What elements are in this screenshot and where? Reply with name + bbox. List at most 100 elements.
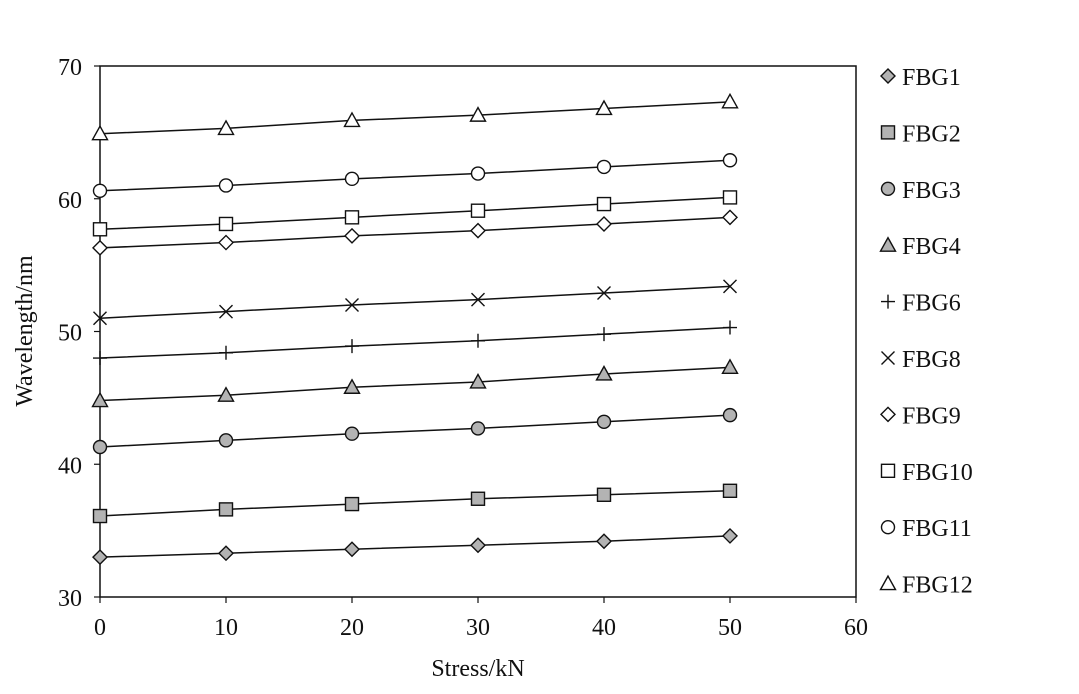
legend-item: FBG6 — [881, 291, 961, 317]
data-point — [595, 99, 613, 116]
x-tick-label: 50 — [718, 615, 742, 641]
x-tick-label: 20 — [340, 615, 364, 641]
y-tick-label: 40 — [58, 453, 82, 479]
data-point — [722, 153, 738, 168]
legend-marker — [879, 236, 897, 252]
series-group — [91, 92, 739, 566]
legend-label: FBG12 — [902, 573, 973, 599]
x-tick-label: 0 — [94, 615, 106, 641]
data-point — [470, 203, 486, 218]
data-point — [218, 216, 234, 232]
legend-label: FBG8 — [902, 347, 961, 373]
data-point — [597, 327, 611, 342]
data-point — [344, 210, 360, 225]
data-point — [219, 345, 233, 360]
data-point — [92, 549, 108, 566]
data-point — [721, 358, 739, 375]
legend-label: FBG9 — [902, 403, 961, 429]
legend-item: FBG1 — [880, 65, 961, 91]
legend-item: FBG12 — [879, 573, 973, 599]
legend-label: FBG6 — [902, 291, 961, 317]
data-point — [345, 297, 359, 312]
data-point — [218, 502, 234, 517]
data-point — [596, 487, 612, 502]
legend-marker — [880, 406, 896, 423]
data-point — [470, 491, 486, 506]
data-point — [596, 533, 612, 550]
data-point — [471, 292, 485, 307]
legend-item: FBG2 — [880, 121, 961, 147]
data-point — [344, 496, 360, 512]
data-point — [92, 239, 108, 256]
data-point — [344, 171, 360, 187]
series-line — [99, 196, 731, 231]
series-line — [99, 490, 731, 517]
x-tick-label: 40 — [592, 615, 616, 641]
data-point — [93, 311, 107, 326]
data-point — [93, 351, 107, 366]
legend-marker — [880, 68, 896, 84]
y-tick-label: 30 — [58, 586, 82, 612]
legend-label: FBG4 — [902, 234, 961, 260]
series-line — [99, 216, 731, 249]
series-line — [99, 285, 731, 319]
series-line — [99, 326, 731, 359]
series-fbg12 — [91, 92, 739, 141]
series-fbg2 — [92, 483, 738, 524]
data-point — [596, 196, 612, 212]
series-fbg8 — [93, 279, 737, 326]
legend-marker — [879, 574, 897, 591]
data-point — [218, 234, 234, 251]
data-point — [218, 545, 234, 562]
data-point — [722, 483, 738, 498]
data-point — [469, 106, 487, 122]
plot-area — [99, 65, 857, 598]
data-point — [92, 183, 108, 198]
data-point — [596, 215, 612, 232]
legend-marker — [880, 125, 896, 140]
series-line — [99, 535, 731, 558]
data-point — [469, 373, 487, 389]
ticks: 0 10 20 30 40 50 60 30 40 50 60 70 — [58, 55, 868, 641]
data-point — [92, 508, 108, 524]
legend-marker — [880, 463, 896, 478]
legend-marker — [880, 520, 896, 535]
legend-item: FBG9 — [880, 403, 961, 429]
data-point — [721, 92, 739, 109]
data-point — [470, 537, 486, 554]
x-tick-label: 10 — [214, 615, 238, 641]
legend-label: FBG11 — [902, 516, 972, 542]
series-fbg11 — [92, 153, 738, 198]
data-point — [470, 222, 486, 239]
data-point — [92, 439, 108, 455]
legend-label: FBG2 — [902, 121, 961, 147]
data-point — [597, 286, 611, 300]
legend-item: FBG4 — [879, 234, 961, 260]
legend-marker — [880, 181, 896, 197]
legend-label: FBG10 — [902, 460, 973, 486]
legend-item: FBG11 — [880, 516, 972, 542]
y-axis-title: Wavelength/nm — [12, 255, 38, 407]
data-point — [344, 541, 360, 558]
data-point — [92, 222, 108, 237]
series-line — [99, 159, 731, 192]
y-tick-label: 60 — [58, 188, 82, 214]
legend-item: FBG8 — [881, 347, 961, 373]
data-point — [218, 433, 234, 448]
data-point — [596, 159, 612, 175]
data-point — [217, 119, 235, 136]
data-point — [471, 333, 485, 348]
data-point — [91, 124, 109, 141]
series-fbg6 — [93, 320, 737, 366]
data-point — [722, 407, 738, 423]
legend-marker — [881, 351, 895, 365]
data-point — [219, 304, 233, 319]
data-point — [723, 279, 737, 294]
series-line — [99, 414, 731, 448]
series-line — [99, 101, 731, 135]
legend-label: FBG3 — [902, 178, 961, 204]
x-axis-title: Stress/kN — [431, 656, 524, 682]
data-point — [596, 414, 612, 429]
legend-item: FBG3 — [880, 178, 961, 204]
